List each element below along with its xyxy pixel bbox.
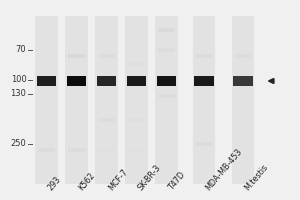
Bar xyxy=(98,148,115,152)
Bar xyxy=(65,16,88,184)
Bar xyxy=(98,118,115,122)
Text: 130: 130 xyxy=(11,90,26,98)
Bar xyxy=(37,76,56,86)
Text: M.testis: M.testis xyxy=(243,163,270,193)
Bar xyxy=(235,54,251,58)
Bar xyxy=(67,76,86,86)
Bar xyxy=(157,76,176,86)
Bar xyxy=(155,16,178,184)
Text: K562: K562 xyxy=(76,171,97,193)
Text: SK-BR-3: SK-BR-3 xyxy=(136,164,163,193)
Bar xyxy=(128,62,145,66)
Text: 100: 100 xyxy=(11,75,26,84)
Bar xyxy=(68,54,85,58)
Bar xyxy=(194,76,214,86)
Bar xyxy=(128,148,145,152)
Text: T47D: T47D xyxy=(167,171,187,193)
Bar xyxy=(68,148,85,152)
Bar xyxy=(233,76,253,86)
Text: 250: 250 xyxy=(11,140,26,148)
Bar xyxy=(95,16,118,184)
Polygon shape xyxy=(268,78,274,84)
Bar xyxy=(158,48,175,52)
Bar xyxy=(193,16,215,184)
Bar xyxy=(232,16,254,184)
Bar xyxy=(128,118,145,122)
Text: 293: 293 xyxy=(46,175,63,193)
Bar xyxy=(158,28,175,32)
Bar xyxy=(97,76,116,86)
Bar xyxy=(38,148,55,152)
Bar xyxy=(196,142,212,146)
Bar xyxy=(35,16,58,184)
Bar xyxy=(98,54,115,58)
Text: MCF-7: MCF-7 xyxy=(106,168,130,193)
Bar xyxy=(158,94,175,98)
Bar xyxy=(127,76,146,86)
Text: MDA-MB-453: MDA-MB-453 xyxy=(204,148,244,193)
Bar xyxy=(125,16,148,184)
Bar xyxy=(196,54,212,58)
Text: 70: 70 xyxy=(16,46,26,54)
